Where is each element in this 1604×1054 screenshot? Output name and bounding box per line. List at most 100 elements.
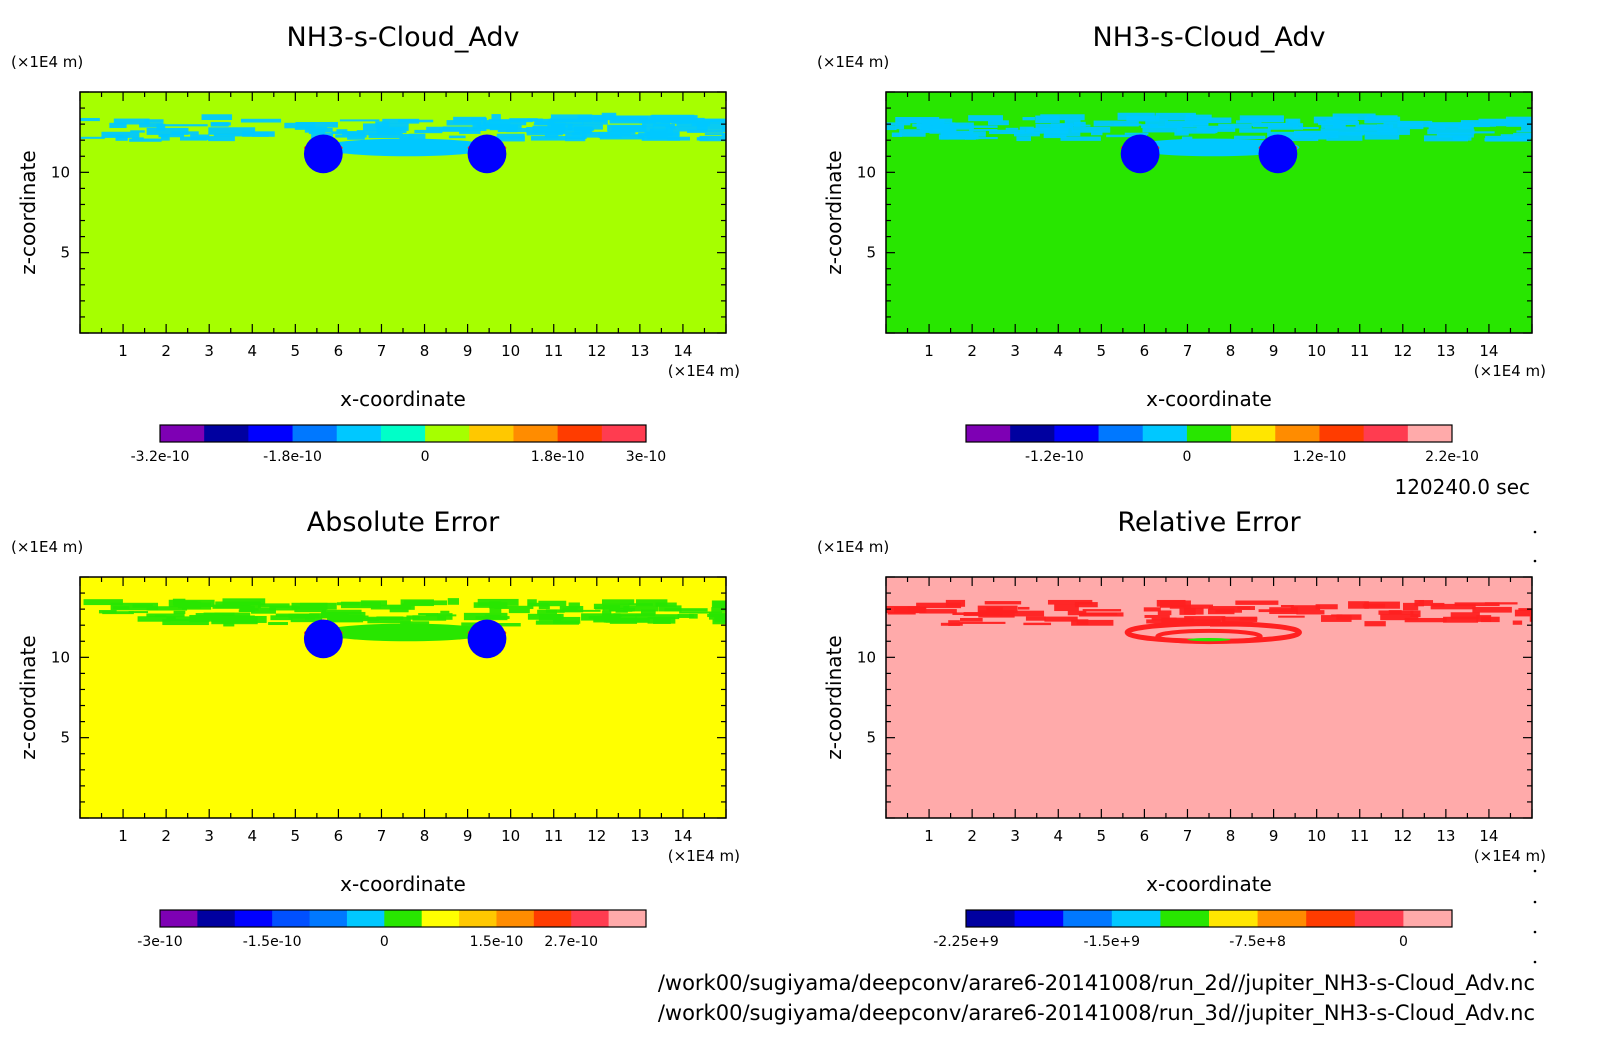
colorbar-tick-label: -1.5e+9 [1084,934,1141,950]
cloud-band-patch [527,118,543,122]
cloud-band-patch [1472,606,1512,613]
x-tick-label: 4 [1053,342,1063,360]
cloud-band-patch [1151,617,1177,621]
cloud-band-patch [367,616,411,624]
cloud-band-patch [916,602,962,609]
x-tick-label: 5 [291,827,301,845]
x-tick-label: 6 [334,827,344,845]
cloud-band-patch [1161,617,1194,625]
cloud-band-patch [1155,112,1196,121]
cloud-band-patch [988,120,1009,126]
cloud-band-patch [577,114,615,121]
x-tick-label: 7 [1183,342,1193,360]
cloud-band-patch [1174,121,1209,126]
x-tick-label: 7 [1183,827,1193,845]
cloud-band-patch [549,118,592,122]
x-tick-label: 6 [1140,342,1150,360]
x-tick-label: 8 [1226,827,1236,845]
cloud-band-patch [1081,612,1118,616]
cloud-band-patch [1239,115,1284,123]
x-tick-label: 1 [924,827,934,845]
cloud-band-patch [640,609,656,615]
cloud-band-patch [1513,132,1532,139]
cloud-band-patch [83,599,123,606]
margin-dot [1533,930,1537,934]
colorbar: -1.2e-10 0 1.2e-10 2.2e-10 [965,424,1479,465]
x-tick-label: 14 [1479,342,1498,360]
x-tick-label: 2 [161,827,171,845]
cloud-band-patch [940,622,963,626]
colorbar-swatch [608,910,647,927]
cloud-band-patch [1239,617,1258,621]
cloud-band-patch [565,132,587,139]
cloud-band-patch [336,129,348,133]
cloud-band-patch [1402,602,1419,611]
colorbar-swatch [533,910,572,927]
colorbar-swatch [513,425,559,442]
cloud-band-patch [1044,616,1078,622]
cloud-band-patch [1169,604,1214,609]
cloud-band-patch [581,131,622,138]
x-tick-label: 13 [630,342,649,360]
cloud-band-patch [609,116,648,124]
cloud-band-patch [1315,604,1338,610]
negative-blob [1120,134,1160,174]
colorbar: -3e-10 -1.5e-10 0 1.5e-10 2.7e-10 [137,909,647,950]
cloud-band-patch [1320,128,1364,135]
cloud-band-patch [208,127,256,135]
cloud-band-patch [1428,122,1474,130]
cloud-band-patch [461,622,486,627]
cloud-band-patch [268,622,288,626]
cloud-band-patch [607,124,647,132]
cloud-band-patch [986,607,1003,615]
cloud-band-patch [1156,599,1186,607]
colorbar-swatch [1160,910,1210,927]
cloud-band-patch [1516,130,1532,133]
x-tick-label: 9 [1269,827,1279,845]
cloud-band-patch [537,118,584,126]
colorbar-swatch [346,910,385,927]
cloud-band-patch [131,137,144,140]
cloud-band-patch [602,599,635,605]
field-features [886,599,1532,645]
cloud-band-patch [115,135,128,141]
cloud-band-patch [563,609,601,612]
cloud-band-patch [526,131,563,136]
colorbar-frame [159,909,647,928]
colorbar-tick-label: 0 [380,934,389,950]
cloud-band-patch [275,613,312,617]
cloud-band-patch [969,129,998,132]
cloud-band-patch [686,129,724,133]
cloud-band-patch [641,137,681,141]
colorbar-swatch [309,910,348,927]
colorbar-frame [965,909,1453,928]
cloud-band-patch [1471,131,1495,134]
cloud-band-patch [130,130,145,133]
cloud-band-patch [270,615,293,621]
x-tick-label: 10 [501,827,520,845]
cloud-band-patch [1312,136,1329,140]
margin-dot [1533,900,1537,904]
cloud-band-patch [959,617,983,622]
cloud-band-patch [1067,610,1087,616]
x-tick-label: 9 [463,827,473,845]
x-tick-label: 5 [291,342,301,360]
colorbar-tick-label: -1.2e-10 [1025,449,1084,465]
cloud-band-patch [1278,615,1305,618]
x-tick-label: 3 [1010,827,1020,845]
cloud-band-patch [929,128,957,134]
cloud-band-patch [201,114,233,121]
colorbar: -2.25e+9 -1.5e+9 -7.5e+8 0 [933,909,1453,950]
colorbar-swatch [1306,910,1356,927]
x-tick-label: 14 [1479,827,1498,845]
x-tick-label: 2 [967,342,977,360]
cloud-band-patch [1035,123,1073,131]
cloud-band-patch [1290,605,1321,611]
colorbar-tick-label: -7.5e+8 [1229,934,1286,950]
cloud-band-patch [537,609,557,616]
x-unit-label: (×1E4 m) [668,847,740,865]
cloud-band-patch [1176,127,1216,134]
x-tick-label: 4 [1053,827,1063,845]
cloud-band-patch [1179,608,1196,615]
